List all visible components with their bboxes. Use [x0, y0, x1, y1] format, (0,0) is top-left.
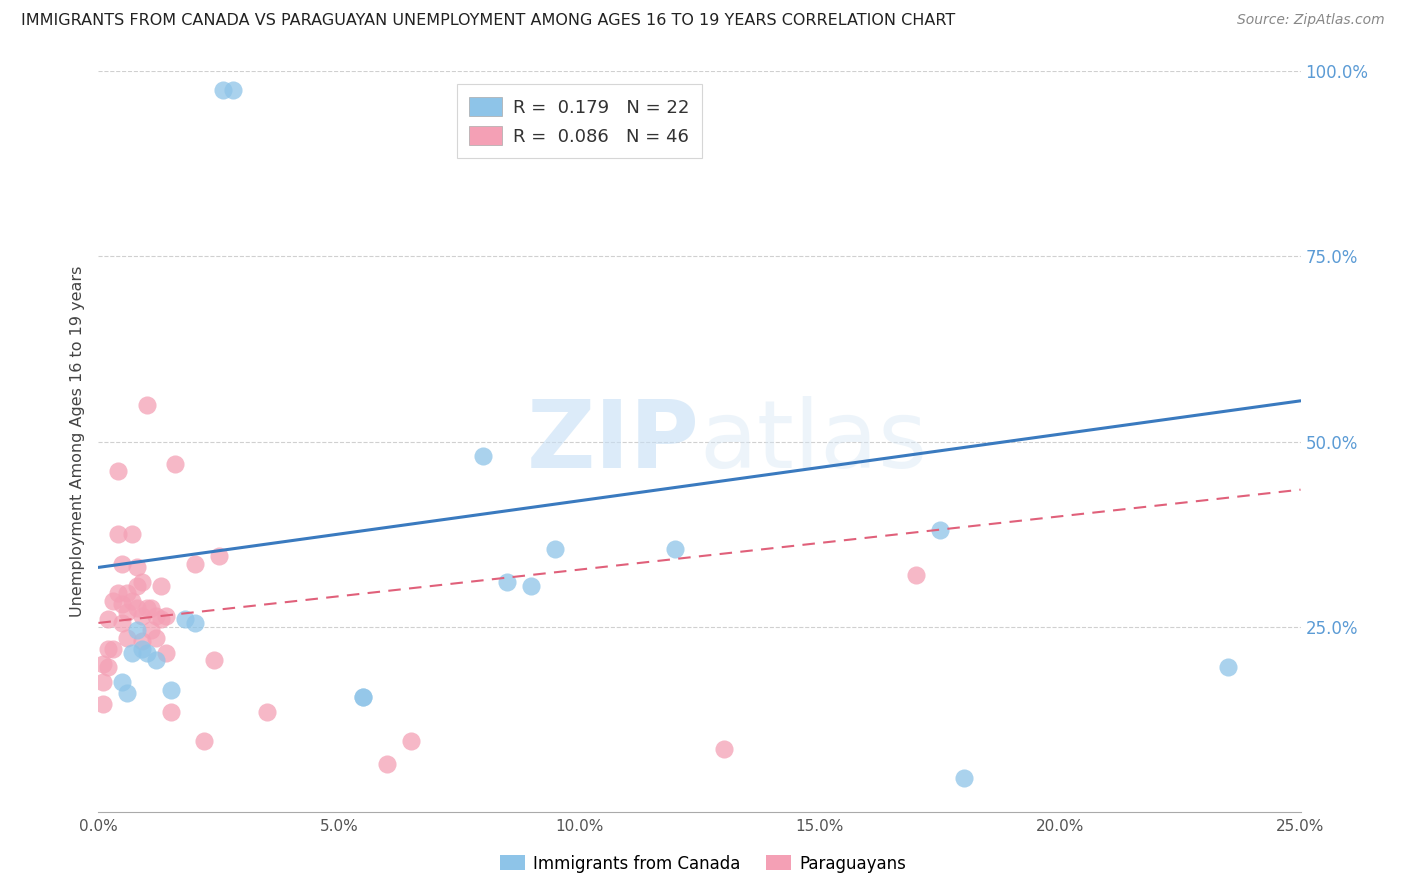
- Text: IMMIGRANTS FROM CANADA VS PARAGUAYAN UNEMPLOYMENT AMONG AGES 16 TO 19 YEARS CORR: IMMIGRANTS FROM CANADA VS PARAGUAYAN UNE…: [21, 13, 955, 29]
- Point: [159, 682, 181, 697]
- Point: [183, 557, 205, 571]
- Point: [953, 772, 976, 786]
- Point: [135, 646, 157, 660]
- Point: [111, 557, 134, 571]
- Point: [121, 527, 143, 541]
- Point: [352, 690, 374, 704]
- Point: [121, 646, 143, 660]
- Point: [91, 657, 114, 671]
- Point: [472, 450, 495, 464]
- Point: [125, 560, 148, 574]
- Point: [544, 541, 567, 556]
- Point: [101, 641, 124, 656]
- Point: [496, 575, 519, 590]
- Point: [117, 631, 139, 645]
- Point: [91, 698, 114, 712]
- Point: [131, 641, 153, 656]
- Point: [159, 705, 181, 719]
- Point: [256, 705, 278, 719]
- Point: [193, 734, 215, 748]
- Point: [928, 524, 950, 538]
- Point: [141, 624, 163, 638]
- Point: [131, 608, 153, 623]
- Point: [101, 593, 124, 607]
- Point: [107, 586, 129, 600]
- Point: [111, 675, 134, 690]
- Point: [135, 601, 157, 615]
- Point: [155, 646, 177, 660]
- Point: [183, 615, 205, 630]
- Text: ZIP: ZIP: [527, 395, 700, 488]
- Text: atlas: atlas: [700, 395, 928, 488]
- Y-axis label: Unemployment Among Ages 16 to 19 years: Unemployment Among Ages 16 to 19 years: [70, 266, 86, 617]
- Point: [131, 575, 153, 590]
- Point: [117, 586, 139, 600]
- Point: [141, 601, 163, 615]
- Point: [97, 641, 120, 656]
- Point: [97, 660, 120, 674]
- Point: [135, 397, 157, 411]
- Point: [145, 653, 167, 667]
- Point: [375, 756, 398, 771]
- Point: [149, 612, 172, 626]
- Point: [664, 541, 686, 556]
- Point: [111, 598, 134, 612]
- Point: [107, 527, 129, 541]
- Legend: Immigrants from Canada, Paraguayans: Immigrants from Canada, Paraguayans: [494, 848, 912, 880]
- Point: [145, 608, 167, 623]
- Point: [91, 675, 114, 690]
- Point: [117, 686, 139, 700]
- Point: [121, 593, 143, 607]
- Legend: R =  0.179   N = 22, R =  0.086   N = 46: R = 0.179 N = 22, R = 0.086 N = 46: [457, 84, 702, 158]
- Point: [212, 83, 235, 97]
- Point: [165, 457, 187, 471]
- Point: [174, 612, 197, 626]
- Point: [208, 549, 231, 564]
- Point: [399, 734, 422, 748]
- Point: [107, 464, 129, 478]
- Point: [117, 605, 139, 619]
- Point: [222, 83, 245, 97]
- Point: [155, 608, 177, 623]
- Point: [202, 653, 225, 667]
- Point: [131, 634, 153, 648]
- Point: [145, 631, 167, 645]
- Point: [125, 601, 148, 615]
- Point: [125, 579, 148, 593]
- Point: [904, 567, 927, 582]
- Point: [111, 615, 134, 630]
- Point: [125, 624, 148, 638]
- Point: [97, 612, 120, 626]
- Text: Source: ZipAtlas.com: Source: ZipAtlas.com: [1237, 13, 1385, 28]
- Point: [1218, 660, 1240, 674]
- Point: [149, 579, 172, 593]
- Point: [713, 741, 735, 756]
- Point: [520, 579, 543, 593]
- Point: [352, 690, 374, 704]
